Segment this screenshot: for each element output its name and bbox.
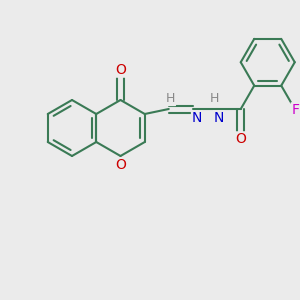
Text: N: N xyxy=(214,111,224,125)
Text: O: O xyxy=(115,63,126,77)
Text: H: H xyxy=(210,92,219,106)
Text: F: F xyxy=(291,103,299,117)
Text: O: O xyxy=(115,158,126,172)
Text: O: O xyxy=(235,132,246,146)
Text: N: N xyxy=(192,111,202,125)
Text: H: H xyxy=(166,92,176,106)
